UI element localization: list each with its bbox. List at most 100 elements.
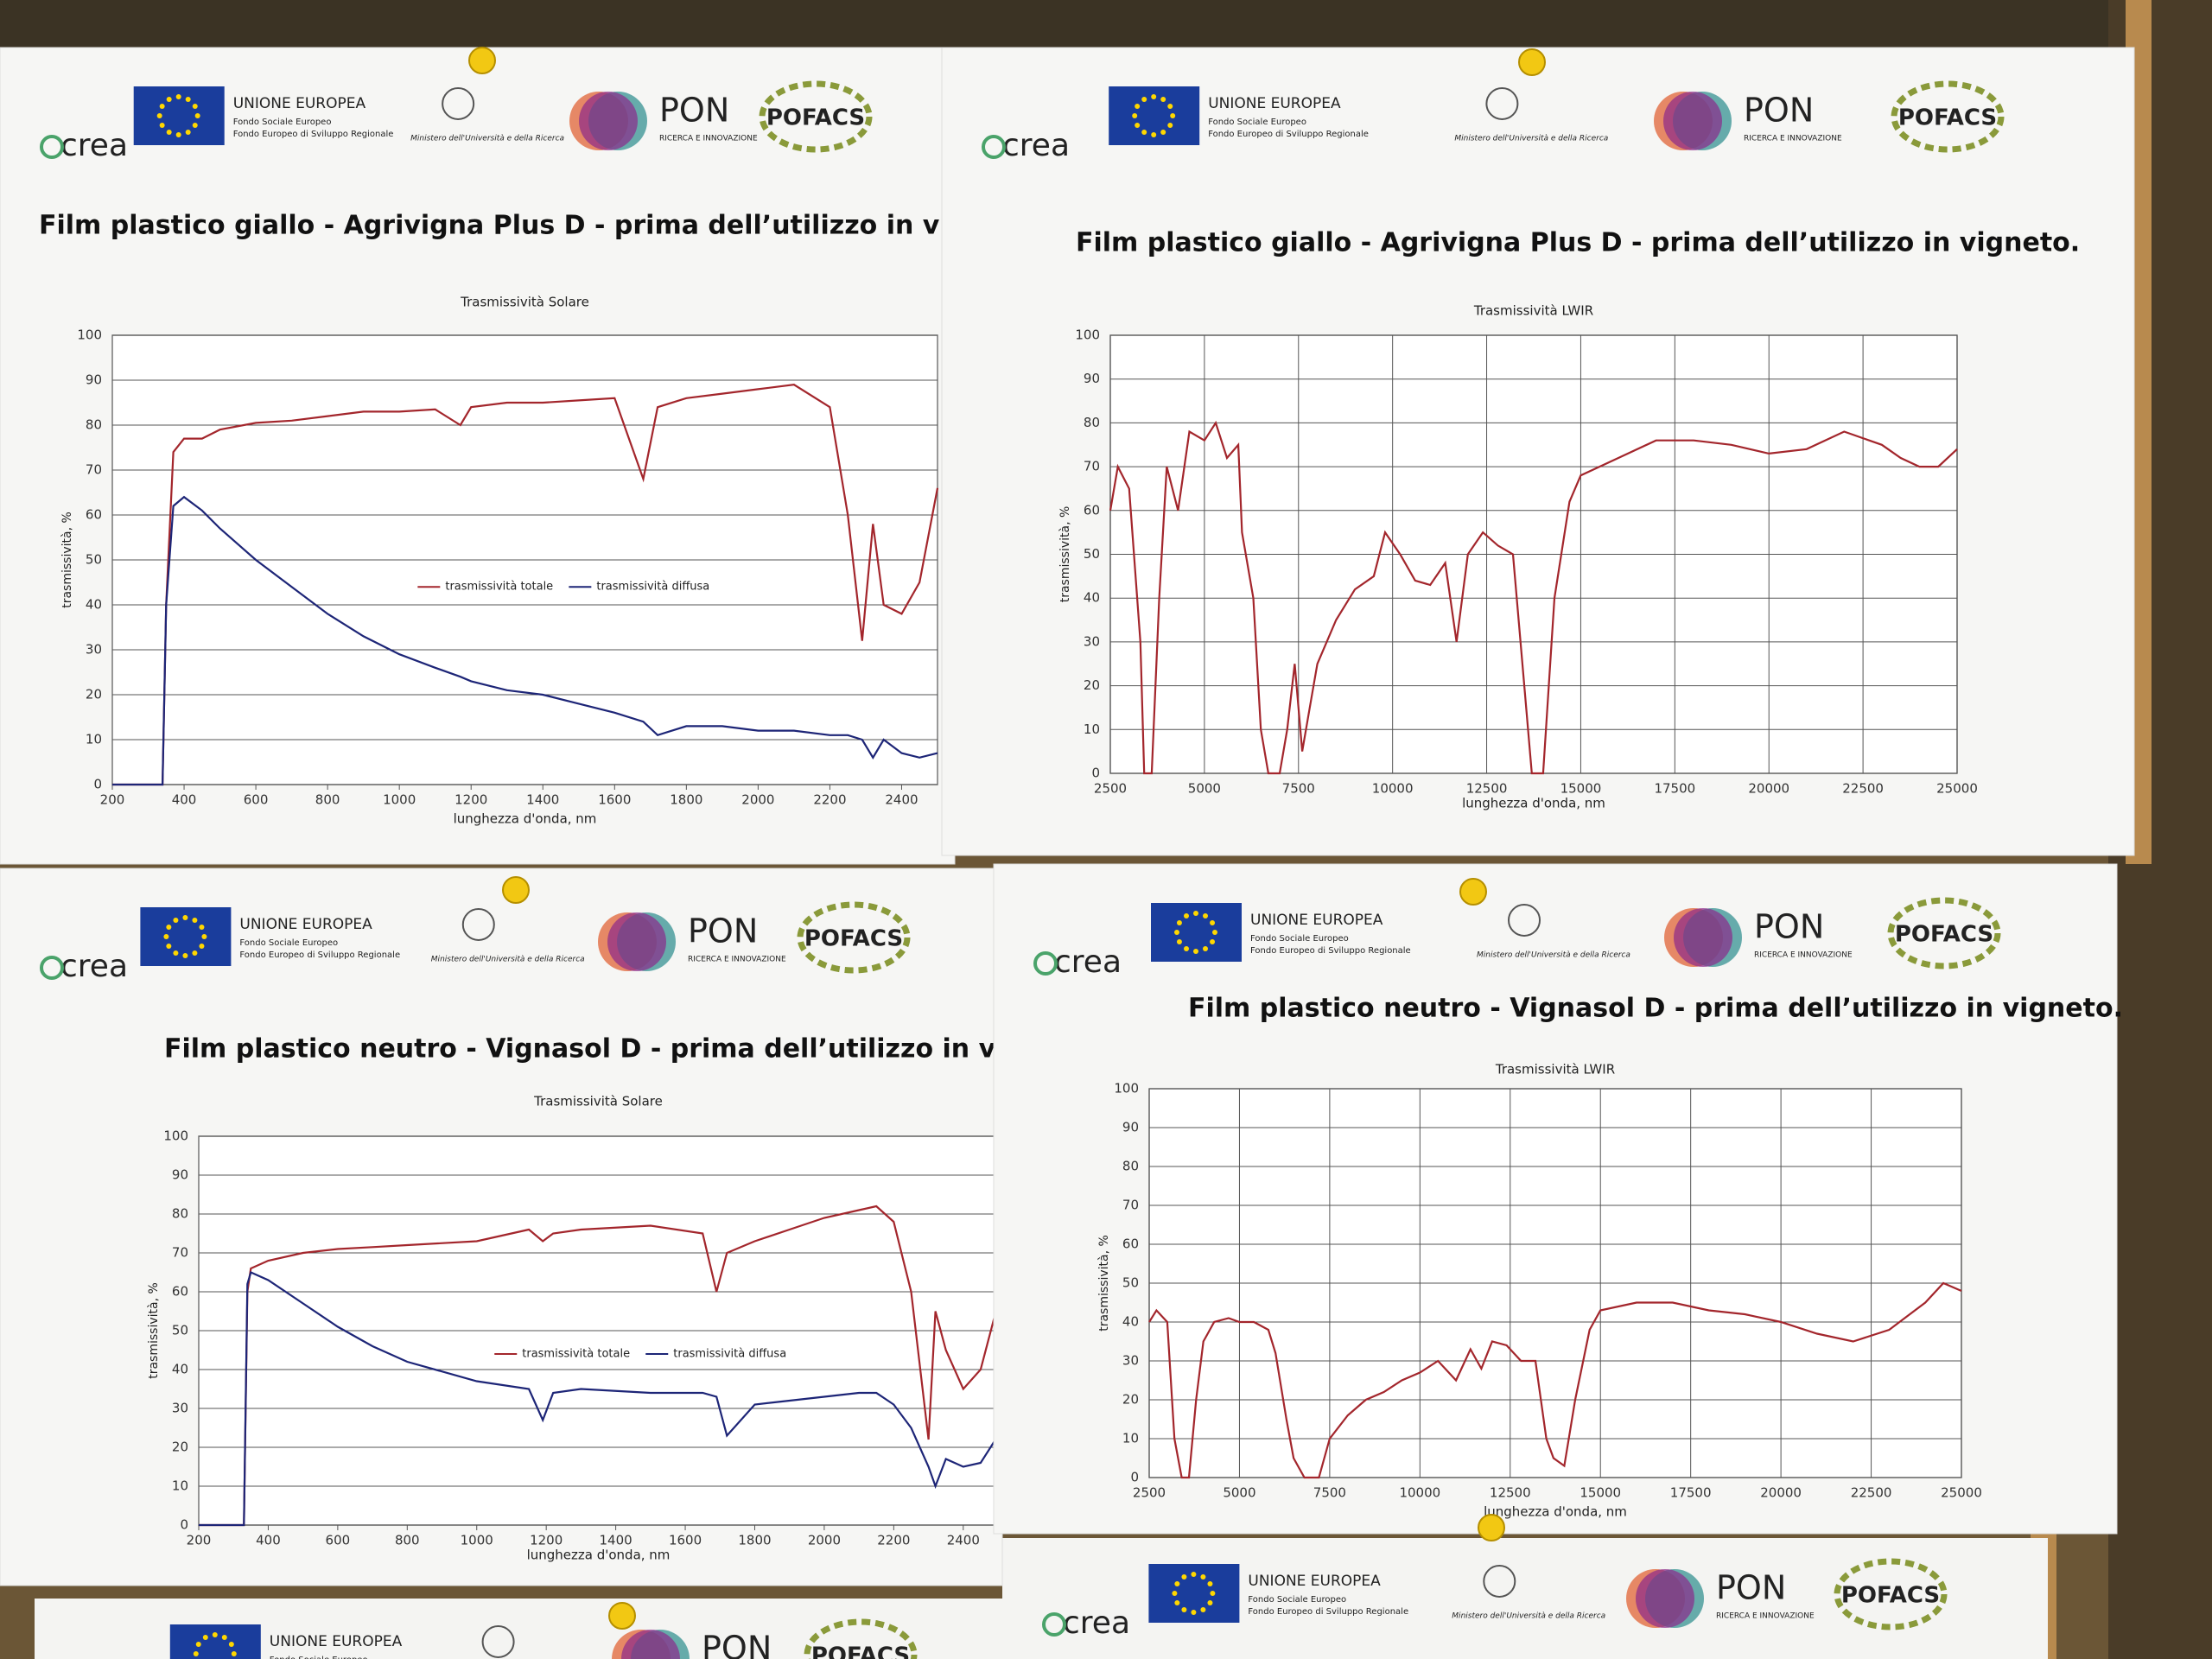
- y-tick-label: 70: [1084, 459, 1100, 474]
- x-tick-label: 22500: [1851, 1485, 1892, 1501]
- ministry-label: Ministero dell'Università e della Ricerc…: [1454, 135, 1608, 143]
- eu-star: [159, 104, 165, 109]
- y-tick-label: 100: [77, 327, 102, 343]
- eu-star: [175, 94, 181, 99]
- y-tick-label: 90: [172, 1167, 188, 1183]
- y-tick-label: 70: [1122, 1198, 1139, 1213]
- x-tick-label: 2400: [885, 792, 918, 808]
- poster-title: Film plastico neutro - Vignasol D - prim…: [1188, 994, 2123, 1024]
- y-tick-label: 10: [172, 1478, 188, 1494]
- y-tick-label: 20: [1084, 677, 1100, 693]
- pofacs-logo: POFACS: [811, 1643, 910, 1659]
- data-line: [112, 495, 938, 786]
- y-tick-label: 50: [1084, 546, 1100, 562]
- eu-star: [192, 123, 198, 128]
- eu-fund: Fondo Sociale Europeo: [1250, 934, 1349, 944]
- ministry-label: Ministero dell'Università e della Ricerc…: [1452, 1612, 1605, 1621]
- x-tick-label: 25000: [1936, 781, 1978, 797]
- x-tick-label: 2400: [947, 1533, 980, 1548]
- eu-star: [163, 934, 169, 939]
- eu-star: [1203, 912, 1208, 918]
- x-tick-label: 1200: [530, 1533, 563, 1548]
- x-tick-label: 2000: [741, 792, 774, 808]
- x-tick-label: 17500: [1654, 781, 1695, 797]
- eu-star: [1191, 1610, 1197, 1615]
- ministry-emblem: [461, 908, 495, 941]
- ministry-label: Ministero dell'Università e della Ricerc…: [431, 956, 585, 964]
- pofacs-ring: [1891, 80, 2005, 153]
- eu-fund: Fondo Sociale Europeo: [233, 118, 332, 127]
- crea-mark: [40, 956, 64, 980]
- y-tick-label: 80: [172, 1206, 188, 1222]
- eu-star: [1184, 912, 1189, 918]
- data-line: [1109, 420, 1958, 775]
- pon-circle: [607, 912, 666, 971]
- eu-star: [185, 130, 191, 136]
- y-tick-label: 70: [86, 462, 102, 478]
- pofacs-logo: POFACS: [804, 926, 903, 952]
- eu-star: [212, 1632, 218, 1637]
- eu-star: [1174, 1600, 1180, 1605]
- x-axis-label: lunghezza d'onda, nm: [527, 1548, 671, 1563]
- y-tick-label: 90: [1122, 1120, 1139, 1135]
- ministry-emblem: [1508, 904, 1541, 937]
- pushpin: [502, 876, 530, 904]
- eu-star: [166, 96, 172, 102]
- eu-star: [1176, 920, 1182, 925]
- eu-star: [1135, 104, 1141, 109]
- eu-star: [1207, 1581, 1213, 1586]
- y-tick-label: 100: [1075, 327, 1100, 343]
- eu-star: [199, 944, 205, 949]
- eu-label: UNIONE EUROPEA: [270, 1633, 403, 1650]
- x-tick-label: 1200: [454, 792, 487, 808]
- pofacs-ring: [797, 901, 911, 974]
- y-tick-label: 60: [1084, 502, 1100, 518]
- x-tick-label: 25000: [1941, 1485, 1982, 1501]
- y-tick-label: 70: [172, 1245, 188, 1261]
- ministry-emblem: [481, 1625, 515, 1658]
- chart-subtitle: Trasmissività LWIR: [1495, 1062, 1615, 1077]
- x-tick-label: 200: [187, 1533, 212, 1548]
- eu-label: UNIONE EUROPEA: [1248, 1573, 1381, 1590]
- data-line: [112, 384, 939, 786]
- y-tick-label: 50: [1122, 1275, 1139, 1291]
- pushpin: [1459, 878, 1487, 906]
- x-tick-label: 2200: [813, 792, 846, 808]
- pon-circle: [1674, 908, 1732, 967]
- x-tick-label: 1000: [461, 1533, 493, 1548]
- eu-star: [202, 1634, 208, 1640]
- eu-star: [159, 123, 165, 128]
- eu-star: [1210, 1591, 1216, 1596]
- x-tick-label: 1800: [670, 792, 702, 808]
- eu-star: [201, 934, 207, 939]
- eu-star: [194, 113, 200, 118]
- y-tick-label: 60: [1122, 1236, 1139, 1252]
- eu-star: [1135, 123, 1141, 128]
- eu-star: [1174, 930, 1179, 935]
- x-axis-label: lunghezza d'onda, nm: [1462, 796, 1605, 811]
- x-axis-label: lunghezza d'onda, nm: [1484, 1504, 1627, 1520]
- y-tick-label: 90: [86, 372, 102, 388]
- pofacs-logo: POFACS: [1841, 1583, 1940, 1609]
- eu-star: [1160, 96, 1166, 102]
- eu-star: [1151, 94, 1157, 99]
- y-tick-label: 0: [1091, 766, 1100, 781]
- pon-logo: PON: [1754, 908, 1824, 946]
- eu-star: [185, 96, 191, 102]
- pon-sub: RICERCA E INNOVAZIONE: [1744, 135, 1842, 143]
- x-tick-label: 1000: [383, 792, 416, 808]
- y-axis-label: trasmissività, %: [147, 1282, 161, 1379]
- y-tick-label: 20: [86, 687, 102, 702]
- x-tick-label: 400: [172, 792, 197, 808]
- x-tick-label: 1400: [526, 792, 559, 808]
- x-tick-label: 1600: [669, 1533, 702, 1548]
- pon-circle: [1663, 92, 1722, 150]
- eu-star: [1167, 104, 1173, 109]
- pushpin: [468, 47, 496, 74]
- x-tick-label: 1800: [738, 1533, 771, 1548]
- ministry-emblem: [1483, 1565, 1516, 1598]
- eu-label: UNIONE EUROPEA: [1208, 95, 1341, 112]
- pushpin: [1478, 1514, 1505, 1541]
- x-tick-label: 400: [256, 1533, 281, 1548]
- y-tick-label: 80: [1122, 1159, 1139, 1174]
